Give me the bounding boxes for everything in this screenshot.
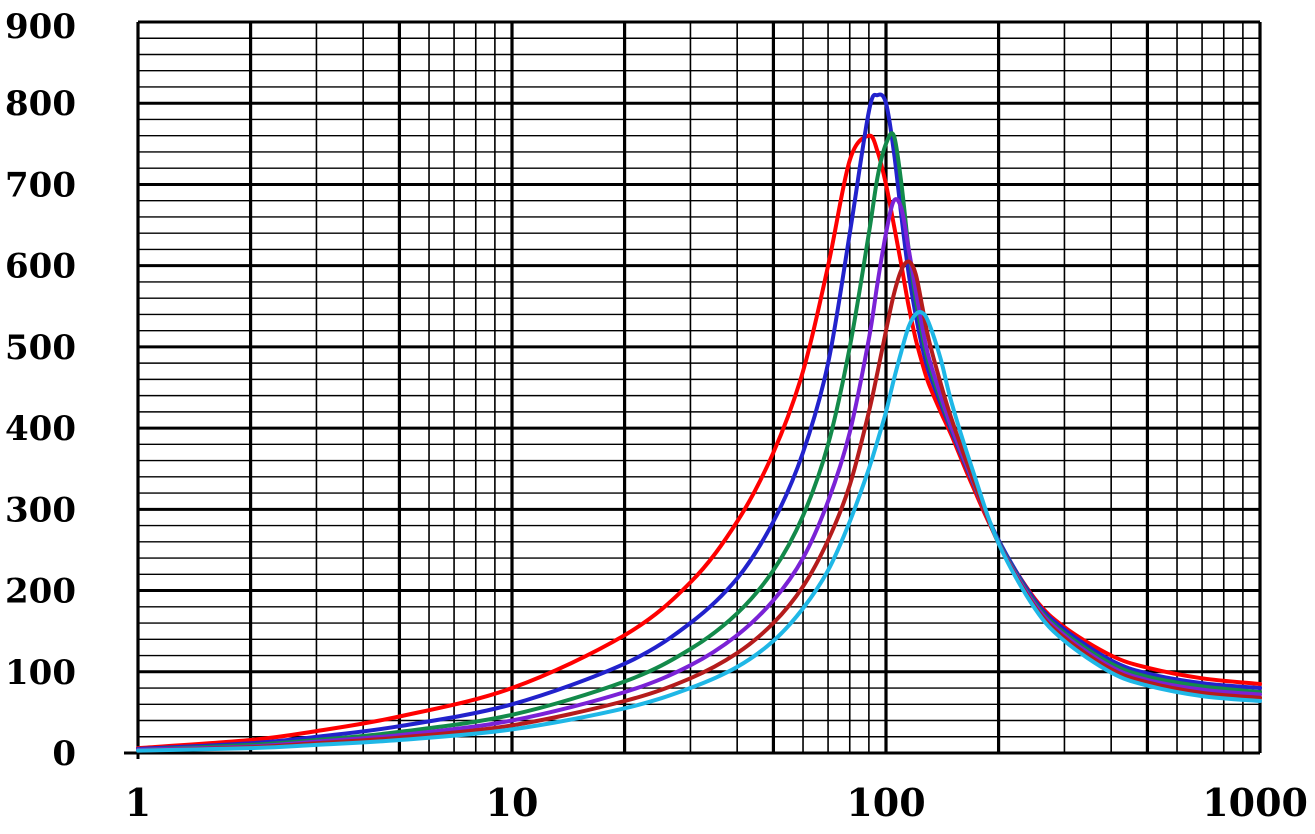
series-line-6 bbox=[136, 310, 1262, 753]
y-tick-label: 500 bbox=[5, 328, 76, 368]
x-tick-label: 1 bbox=[125, 780, 151, 825]
x-tick-label: 10 bbox=[486, 780, 539, 825]
y-tick-label: 200 bbox=[5, 572, 76, 612]
y-tick-label: 100 bbox=[5, 653, 76, 693]
y-tick-label: 800 bbox=[5, 84, 76, 124]
y-axis-ticks: 0 100 200 300 400 500 600 700 800 900 bbox=[5, 7, 76, 774]
y-tick-label: 0 bbox=[52, 734, 76, 774]
y-tick-label: 700 bbox=[5, 165, 76, 205]
series-layer bbox=[136, 92, 1262, 753]
x-tick-label: 100 bbox=[846, 780, 925, 825]
y-tick-label: 900 bbox=[5, 7, 76, 47]
y-tick-label: 300 bbox=[5, 490, 76, 530]
series-line-5 bbox=[136, 259, 1262, 753]
x-tick-label: 1000 bbox=[1202, 780, 1308, 825]
grid bbox=[124, 20, 1262, 759]
y-tick-label: 400 bbox=[5, 409, 76, 449]
y-tick-label: 600 bbox=[5, 247, 76, 287]
x-axis-ticks: 1 10 100 1000 bbox=[125, 780, 1308, 825]
